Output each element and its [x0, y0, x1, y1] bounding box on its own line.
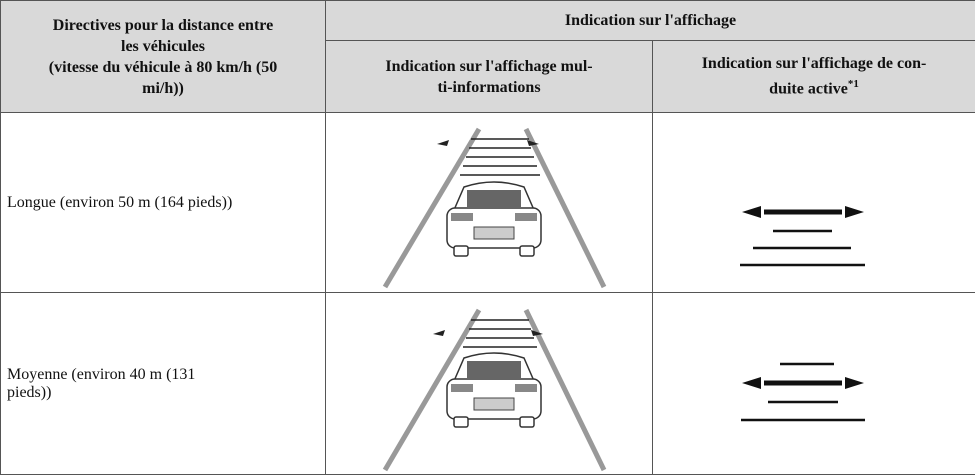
header-line: Indication sur l'affichage de con-	[659, 53, 969, 74]
header-col3: Indication sur l'affichage de con- duite…	[653, 41, 975, 113]
footnote-ref: *1	[848, 78, 859, 90]
multi-info-cell	[326, 113, 653, 293]
row-label: Moyenne (environ 40 m (131 pieds))	[1, 293, 326, 475]
active-display-cell	[653, 113, 975, 293]
header-line: ti-informations	[332, 77, 646, 98]
header-line: les véhicules	[7, 36, 319, 57]
header-group: Indication sur l'affichage	[326, 1, 975, 41]
multi-info-icon	[329, 296, 649, 472]
active-display-cell	[653, 293, 975, 475]
row-text: Longue (environ 50 m (164 pieds))	[7, 194, 232, 211]
header-line: (vitesse du véhicule à 80 km/h (50	[7, 57, 319, 78]
active-display-icon	[654, 296, 974, 472]
header-col2: Indication sur l'affichage mul- ti-infor…	[326, 41, 653, 113]
row-label: Longue (environ 50 m (164 pieds))	[1, 113, 326, 293]
active-display-icon	[654, 115, 974, 291]
header-line: mi/h))	[7, 78, 319, 99]
row-text: Moyenne (environ 40 m (131	[7, 366, 319, 384]
header-line: Directives pour la distance entre	[7, 15, 319, 36]
header-col1: Directives pour la distance entre les vé…	[1, 1, 326, 113]
multi-info-icon	[329, 115, 649, 291]
row-text: pieds))	[7, 384, 319, 402]
multi-info-cell	[326, 293, 653, 475]
header-line: duite active*1	[659, 74, 969, 99]
header-text: duite active	[769, 81, 848, 98]
header-line: Indication sur l'affichage mul-	[332, 56, 646, 77]
